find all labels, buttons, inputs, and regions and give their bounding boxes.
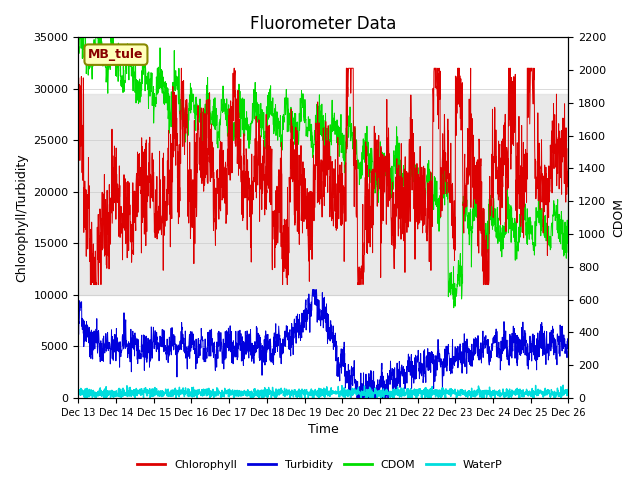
Bar [79,94,568,295]
Title: Fluorometer Data: Fluorometer Data [250,15,397,33]
Y-axis label: Chlorophyll/Turbidity: Chlorophyll/Turbidity [15,153,28,282]
Legend: Chlorophyll, Turbidity, CDOM, WaterP: Chlorophyll, Turbidity, CDOM, WaterP [133,456,507,474]
Text: MB_tule: MB_tule [88,48,144,61]
X-axis label: Time: Time [308,423,339,436]
Y-axis label: CDOM: CDOM [612,198,625,237]
